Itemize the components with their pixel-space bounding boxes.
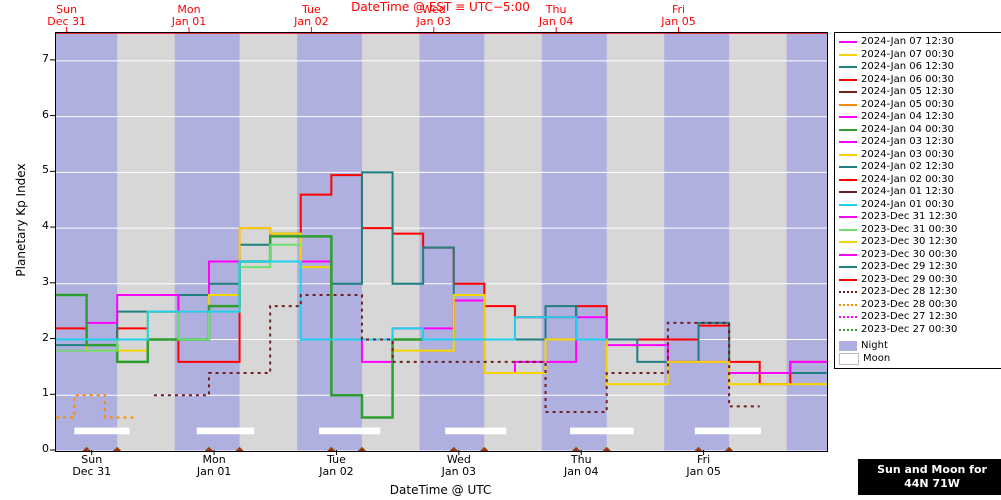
legend-item: 2024-Jan 02 00:30 (839, 174, 999, 187)
legend-item: 2024-Jan 06 12:30 (839, 61, 999, 74)
legend-item: 2024-Jan 04 12:30 (839, 111, 999, 124)
legend-item: 2024-Jan 01 00:30 (839, 199, 999, 212)
legend-item: 2023-Dec 31 00:30 (839, 224, 999, 237)
legend-item: 2023-Dec 29 00:30 (839, 274, 999, 287)
legend-item: 2024-Jan 07 12:30 (839, 36, 999, 49)
legend-item: 2023-Dec 27 12:30 (839, 311, 999, 324)
info-line1: Sun and Moon for (864, 463, 1000, 477)
legend-item: 2024-Jan 02 12:30 (839, 161, 999, 174)
legend-item: 2023-Dec 30 00:30 (839, 249, 999, 262)
chart-root: DateTime @ EST ≡ UTC−5:00 Planetary Kp I… (0, 0, 1001, 500)
legend-item: 2023-Dec 28 12:30 (839, 286, 999, 299)
info-box: Sun and Moon for 44N 71W (858, 459, 1001, 495)
axis-title-left: Planetary Kp Index (14, 110, 28, 330)
legend-night: Night (839, 340, 999, 353)
info-line2: 44N 71W (864, 477, 1000, 491)
axis-title-bottom: DateTime @ UTC (55, 483, 826, 497)
legend-item: 2023-Dec 28 00:30 (839, 299, 999, 312)
legend-moon: Moon (839, 353, 999, 366)
legend-item: 2024-Jan 04 00:30 (839, 124, 999, 137)
legend-item: 2024-Jan 05 12:30 (839, 86, 999, 99)
legend-item: 2024-Jan 06 00:30 (839, 74, 999, 87)
legend-item: 2024-Jan 01 12:30 (839, 186, 999, 199)
plot-area (55, 32, 828, 452)
legend-item: 2024-Jan 07 00:30 (839, 49, 999, 62)
legend-item: 2024-Jan 03 12:30 (839, 136, 999, 149)
legend-item: 2024-Jan 03 00:30 (839, 149, 999, 162)
legend-item: 2023-Dec 27 00:30 (839, 324, 999, 337)
legend: 2024-Jan 07 12:302024-Jan 07 00:302024-J… (834, 32, 1001, 369)
legend-item: 2024-Jan 05 00:30 (839, 99, 999, 112)
legend-item: 2023-Dec 29 12:30 (839, 261, 999, 274)
legend-item: 2023-Dec 31 12:30 (839, 211, 999, 224)
legend-item: 2023-Dec 30 12:30 (839, 236, 999, 249)
